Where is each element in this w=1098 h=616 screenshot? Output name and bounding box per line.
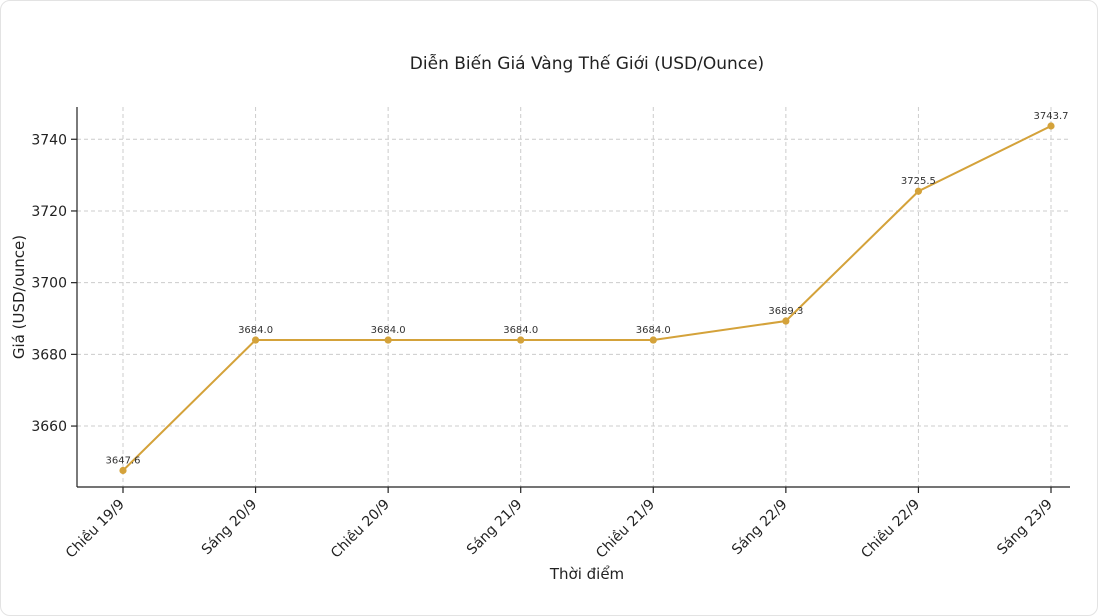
data-label: 3689.3: [768, 306, 803, 317]
x-tick-label: Sáng 22/9: [729, 497, 791, 559]
x-tick-label: Sáng 20/9: [199, 497, 261, 559]
data-point: [782, 317, 790, 325]
x-tick-label: Chiều 19/9: [62, 496, 128, 562]
data-point: [119, 466, 127, 475]
chart-title: Diễn Biến Giá Vàng Thế Giới (USD/Ounce): [410, 53, 764, 74]
data-point: [384, 336, 392, 344]
y-tick-label: 3720: [31, 204, 67, 220]
x-tick-label: Chiều 22/9: [858, 496, 924, 562]
grid: [77, 107, 1070, 487]
axes: [76, 107, 1070, 488]
y-tick-label: 3680: [31, 347, 67, 363]
data-label: 3684.0: [503, 325, 538, 336]
data-label: 3743.7: [1034, 111, 1069, 122]
x-ticks: Chiều 19/9 Sáng 20/9 Chiều 20/9 Sáng 21/9 Ch…: [62, 487, 1056, 562]
data-point: [251, 336, 260, 344]
x-axis-label: Thời điểm: [549, 565, 624, 583]
data-label: 3684.0: [238, 325, 273, 336]
data-label: 3725.5: [901, 176, 936, 187]
series: 3647.6 3684.0 3684.0 3684.0 3684.0 3689.3 3725…: [106, 111, 1069, 475]
series-line: [122, 125, 1052, 472]
data-point: [1047, 122, 1055, 130]
y-tick-label: 3660: [31, 419, 67, 435]
x-tick-label: Sáng 23/9: [994, 497, 1056, 559]
x-tick-label: Chiều 20/9: [327, 496, 393, 562]
data-label: 3684.0: [636, 325, 671, 336]
y-tick-label: 3700: [31, 276, 67, 292]
y-tick-label: 3740: [31, 132, 67, 148]
data-point: [914, 187, 923, 195]
y-ticks: 3660 3680 3700 3720 3740: [31, 132, 77, 435]
y-axis-label: Giá (USD/ounce): [10, 235, 28, 359]
data-label: 3647.6: [106, 456, 141, 467]
x-tick-label: Sáng 21/9: [464, 497, 526, 559]
data-point: [649, 336, 657, 344]
data-label: 3684.0: [371, 325, 406, 336]
x-tick-label: Chiều 21/9: [592, 496, 658, 562]
data-point: [517, 336, 525, 344]
